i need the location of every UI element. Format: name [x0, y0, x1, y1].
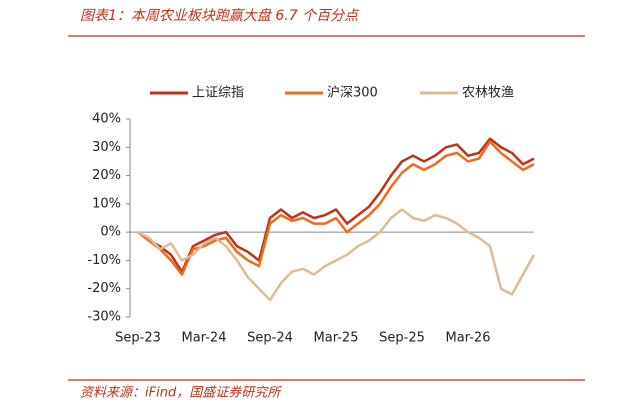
source: 资料来源：iFind，国盛证券研究所 [80, 385, 282, 401]
series-line [137, 137, 535, 273]
x-tick-label: Mar-25 [314, 331, 359, 346]
y-tick-label: -10% [87, 253, 121, 268]
x-tick-label: Mar-26 [446, 331, 491, 346]
legend-label: 农林牧渔 [462, 86, 514, 101]
y-tick-label: 10% [92, 196, 121, 211]
y-tick-label: 20% [92, 168, 121, 183]
legend-label: 沪深300 [327, 85, 378, 101]
y-tick-label: 40% [92, 112, 121, 127]
y-tick-label: -30% [87, 310, 121, 325]
x-tick-label: Sep-23 [115, 331, 161, 346]
y-tick-label: -20% [87, 281, 121, 296]
series-line [137, 140, 535, 276]
legend-label: 上证综指 [192, 86, 244, 101]
y-tick-label: 30% [92, 140, 121, 155]
x-tick-label: Sep-25 [379, 331, 425, 346]
x-tick-label: Sep-24 [247, 331, 293, 346]
x-tick-label: Mar-24 [182, 331, 227, 346]
chart-title: 图表1：本周农业板块跑赢大盘 6.7 个百分点 [80, 8, 360, 24]
y-tick-label: 0% [100, 225, 121, 240]
series-line [137, 208, 536, 302]
